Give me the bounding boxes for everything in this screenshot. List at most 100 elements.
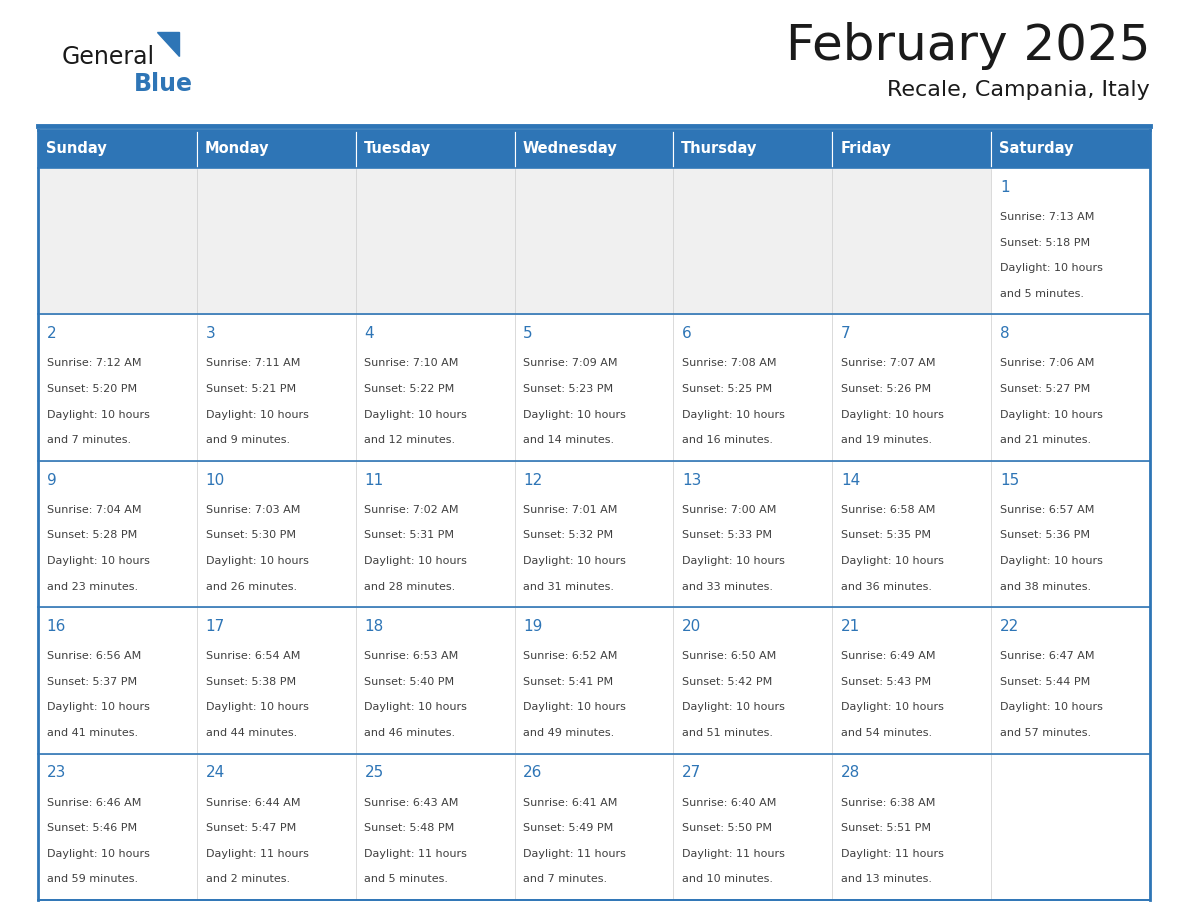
Bar bbox=[38, 130, 197, 168]
Text: Recale, Campania, Italy: Recale, Campania, Italy bbox=[887, 80, 1150, 100]
Bar bbox=[991, 607, 1150, 754]
Bar bbox=[355, 314, 514, 461]
Bar bbox=[514, 461, 674, 607]
Text: and 9 minutes.: and 9 minutes. bbox=[206, 435, 290, 445]
Text: Daylight: 10 hours: Daylight: 10 hours bbox=[46, 702, 150, 712]
Text: Sunset: 5:32 PM: Sunset: 5:32 PM bbox=[523, 531, 613, 541]
Text: Daylight: 10 hours: Daylight: 10 hours bbox=[1000, 556, 1102, 566]
Text: Sunrise: 6:47 AM: Sunrise: 6:47 AM bbox=[1000, 651, 1094, 661]
Text: Sunset: 5:40 PM: Sunset: 5:40 PM bbox=[365, 677, 455, 687]
Bar bbox=[833, 607, 991, 754]
Text: and 31 minutes.: and 31 minutes. bbox=[523, 582, 614, 591]
Bar bbox=[355, 607, 514, 754]
Text: Sunset: 5:27 PM: Sunset: 5:27 PM bbox=[1000, 384, 1091, 394]
Bar bbox=[197, 607, 355, 754]
Text: and 13 minutes.: and 13 minutes. bbox=[841, 874, 933, 884]
Text: Sunrise: 6:56 AM: Sunrise: 6:56 AM bbox=[46, 651, 141, 661]
Text: Sunrise: 7:11 AM: Sunrise: 7:11 AM bbox=[206, 358, 299, 368]
Text: 21: 21 bbox=[841, 619, 860, 634]
Text: Daylight: 11 hours: Daylight: 11 hours bbox=[682, 849, 785, 858]
Text: 6: 6 bbox=[682, 326, 691, 341]
Text: 19: 19 bbox=[523, 619, 543, 634]
Text: Sunrise: 6:53 AM: Sunrise: 6:53 AM bbox=[365, 651, 459, 661]
Bar bbox=[197, 314, 355, 461]
Text: and 14 minutes.: and 14 minutes. bbox=[523, 435, 614, 445]
Text: Sunrise: 7:13 AM: Sunrise: 7:13 AM bbox=[1000, 212, 1094, 222]
Text: and 5 minutes.: and 5 minutes. bbox=[365, 874, 448, 884]
Text: Sunrise: 7:01 AM: Sunrise: 7:01 AM bbox=[523, 505, 618, 515]
Text: Sunset: 5:26 PM: Sunset: 5:26 PM bbox=[841, 384, 931, 394]
Text: Daylight: 10 hours: Daylight: 10 hours bbox=[206, 702, 309, 712]
Text: Sunrise: 6:40 AM: Sunrise: 6:40 AM bbox=[682, 798, 777, 808]
Bar bbox=[514, 754, 674, 900]
Text: and 33 minutes.: and 33 minutes. bbox=[682, 582, 773, 591]
Text: 23: 23 bbox=[46, 766, 67, 780]
Text: February 2025: February 2025 bbox=[785, 22, 1150, 70]
Text: and 44 minutes.: and 44 minutes. bbox=[206, 728, 297, 738]
Text: 13: 13 bbox=[682, 473, 702, 487]
Text: and 5 minutes.: and 5 minutes. bbox=[1000, 289, 1083, 298]
Text: Sunrise: 7:03 AM: Sunrise: 7:03 AM bbox=[206, 505, 299, 515]
Text: Sunset: 5:28 PM: Sunset: 5:28 PM bbox=[46, 531, 137, 541]
Text: Tuesday: Tuesday bbox=[364, 141, 431, 156]
Bar bbox=[991, 314, 1150, 461]
Text: and 54 minutes.: and 54 minutes. bbox=[841, 728, 933, 738]
Text: and 38 minutes.: and 38 minutes. bbox=[1000, 582, 1091, 591]
Text: Sunrise: 7:07 AM: Sunrise: 7:07 AM bbox=[841, 358, 935, 368]
Text: Sunset: 5:35 PM: Sunset: 5:35 PM bbox=[841, 531, 931, 541]
Text: 7: 7 bbox=[841, 326, 851, 341]
Text: Daylight: 10 hours: Daylight: 10 hours bbox=[365, 409, 467, 420]
Bar bbox=[991, 168, 1150, 314]
Text: Saturday: Saturday bbox=[999, 141, 1074, 156]
Text: 15: 15 bbox=[1000, 473, 1019, 487]
Bar bbox=[674, 168, 833, 314]
Text: Sunset: 5:33 PM: Sunset: 5:33 PM bbox=[682, 531, 772, 541]
Text: Daylight: 10 hours: Daylight: 10 hours bbox=[46, 556, 150, 566]
Bar bbox=[514, 607, 674, 754]
Text: Sunset: 5:25 PM: Sunset: 5:25 PM bbox=[682, 384, 772, 394]
Text: and 28 minutes.: and 28 minutes. bbox=[365, 582, 456, 591]
Text: 1: 1 bbox=[1000, 180, 1010, 195]
Text: 10: 10 bbox=[206, 473, 225, 487]
Text: Daylight: 10 hours: Daylight: 10 hours bbox=[46, 849, 150, 858]
Bar bbox=[833, 168, 991, 314]
Text: and 51 minutes.: and 51 minutes. bbox=[682, 728, 773, 738]
Text: Daylight: 10 hours: Daylight: 10 hours bbox=[1000, 263, 1102, 274]
Text: General: General bbox=[62, 45, 156, 69]
Text: 14: 14 bbox=[841, 473, 860, 487]
Text: Sunset: 5:30 PM: Sunset: 5:30 PM bbox=[206, 531, 296, 541]
Text: 20: 20 bbox=[682, 619, 701, 634]
Text: Daylight: 10 hours: Daylight: 10 hours bbox=[206, 556, 309, 566]
Text: Sunset: 5:22 PM: Sunset: 5:22 PM bbox=[365, 384, 455, 394]
Text: Sunset: 5:47 PM: Sunset: 5:47 PM bbox=[206, 823, 296, 834]
Bar bbox=[355, 168, 514, 314]
Text: and 2 minutes.: and 2 minutes. bbox=[206, 874, 290, 884]
Text: Sunrise: 7:06 AM: Sunrise: 7:06 AM bbox=[1000, 358, 1094, 368]
Text: Daylight: 10 hours: Daylight: 10 hours bbox=[206, 409, 309, 420]
Text: Sunset: 5:37 PM: Sunset: 5:37 PM bbox=[46, 677, 137, 687]
Bar bbox=[38, 754, 197, 900]
Text: and 36 minutes.: and 36 minutes. bbox=[841, 582, 933, 591]
Text: Sunrise: 6:52 AM: Sunrise: 6:52 AM bbox=[523, 651, 618, 661]
Text: Daylight: 10 hours: Daylight: 10 hours bbox=[523, 702, 626, 712]
Bar bbox=[674, 130, 833, 168]
Text: 16: 16 bbox=[46, 619, 67, 634]
Bar bbox=[38, 607, 197, 754]
Text: Sunset: 5:31 PM: Sunset: 5:31 PM bbox=[365, 531, 455, 541]
Text: Sunrise: 6:58 AM: Sunrise: 6:58 AM bbox=[841, 505, 935, 515]
Bar bbox=[991, 461, 1150, 607]
Text: and 16 minutes.: and 16 minutes. bbox=[682, 435, 773, 445]
Text: Sunset: 5:38 PM: Sunset: 5:38 PM bbox=[206, 677, 296, 687]
Text: Sunset: 5:51 PM: Sunset: 5:51 PM bbox=[841, 823, 931, 834]
Bar bbox=[991, 754, 1150, 900]
Text: Sunset: 5:21 PM: Sunset: 5:21 PM bbox=[206, 384, 296, 394]
Text: and 7 minutes.: and 7 minutes. bbox=[523, 874, 607, 884]
Text: Daylight: 10 hours: Daylight: 10 hours bbox=[365, 556, 467, 566]
Bar bbox=[197, 754, 355, 900]
Text: Sunrise: 6:50 AM: Sunrise: 6:50 AM bbox=[682, 651, 777, 661]
Text: 18: 18 bbox=[365, 619, 384, 634]
Text: Friday: Friday bbox=[840, 141, 891, 156]
Text: and 12 minutes.: and 12 minutes. bbox=[365, 435, 455, 445]
Text: Daylight: 11 hours: Daylight: 11 hours bbox=[206, 849, 309, 858]
Text: Daylight: 10 hours: Daylight: 10 hours bbox=[841, 556, 944, 566]
